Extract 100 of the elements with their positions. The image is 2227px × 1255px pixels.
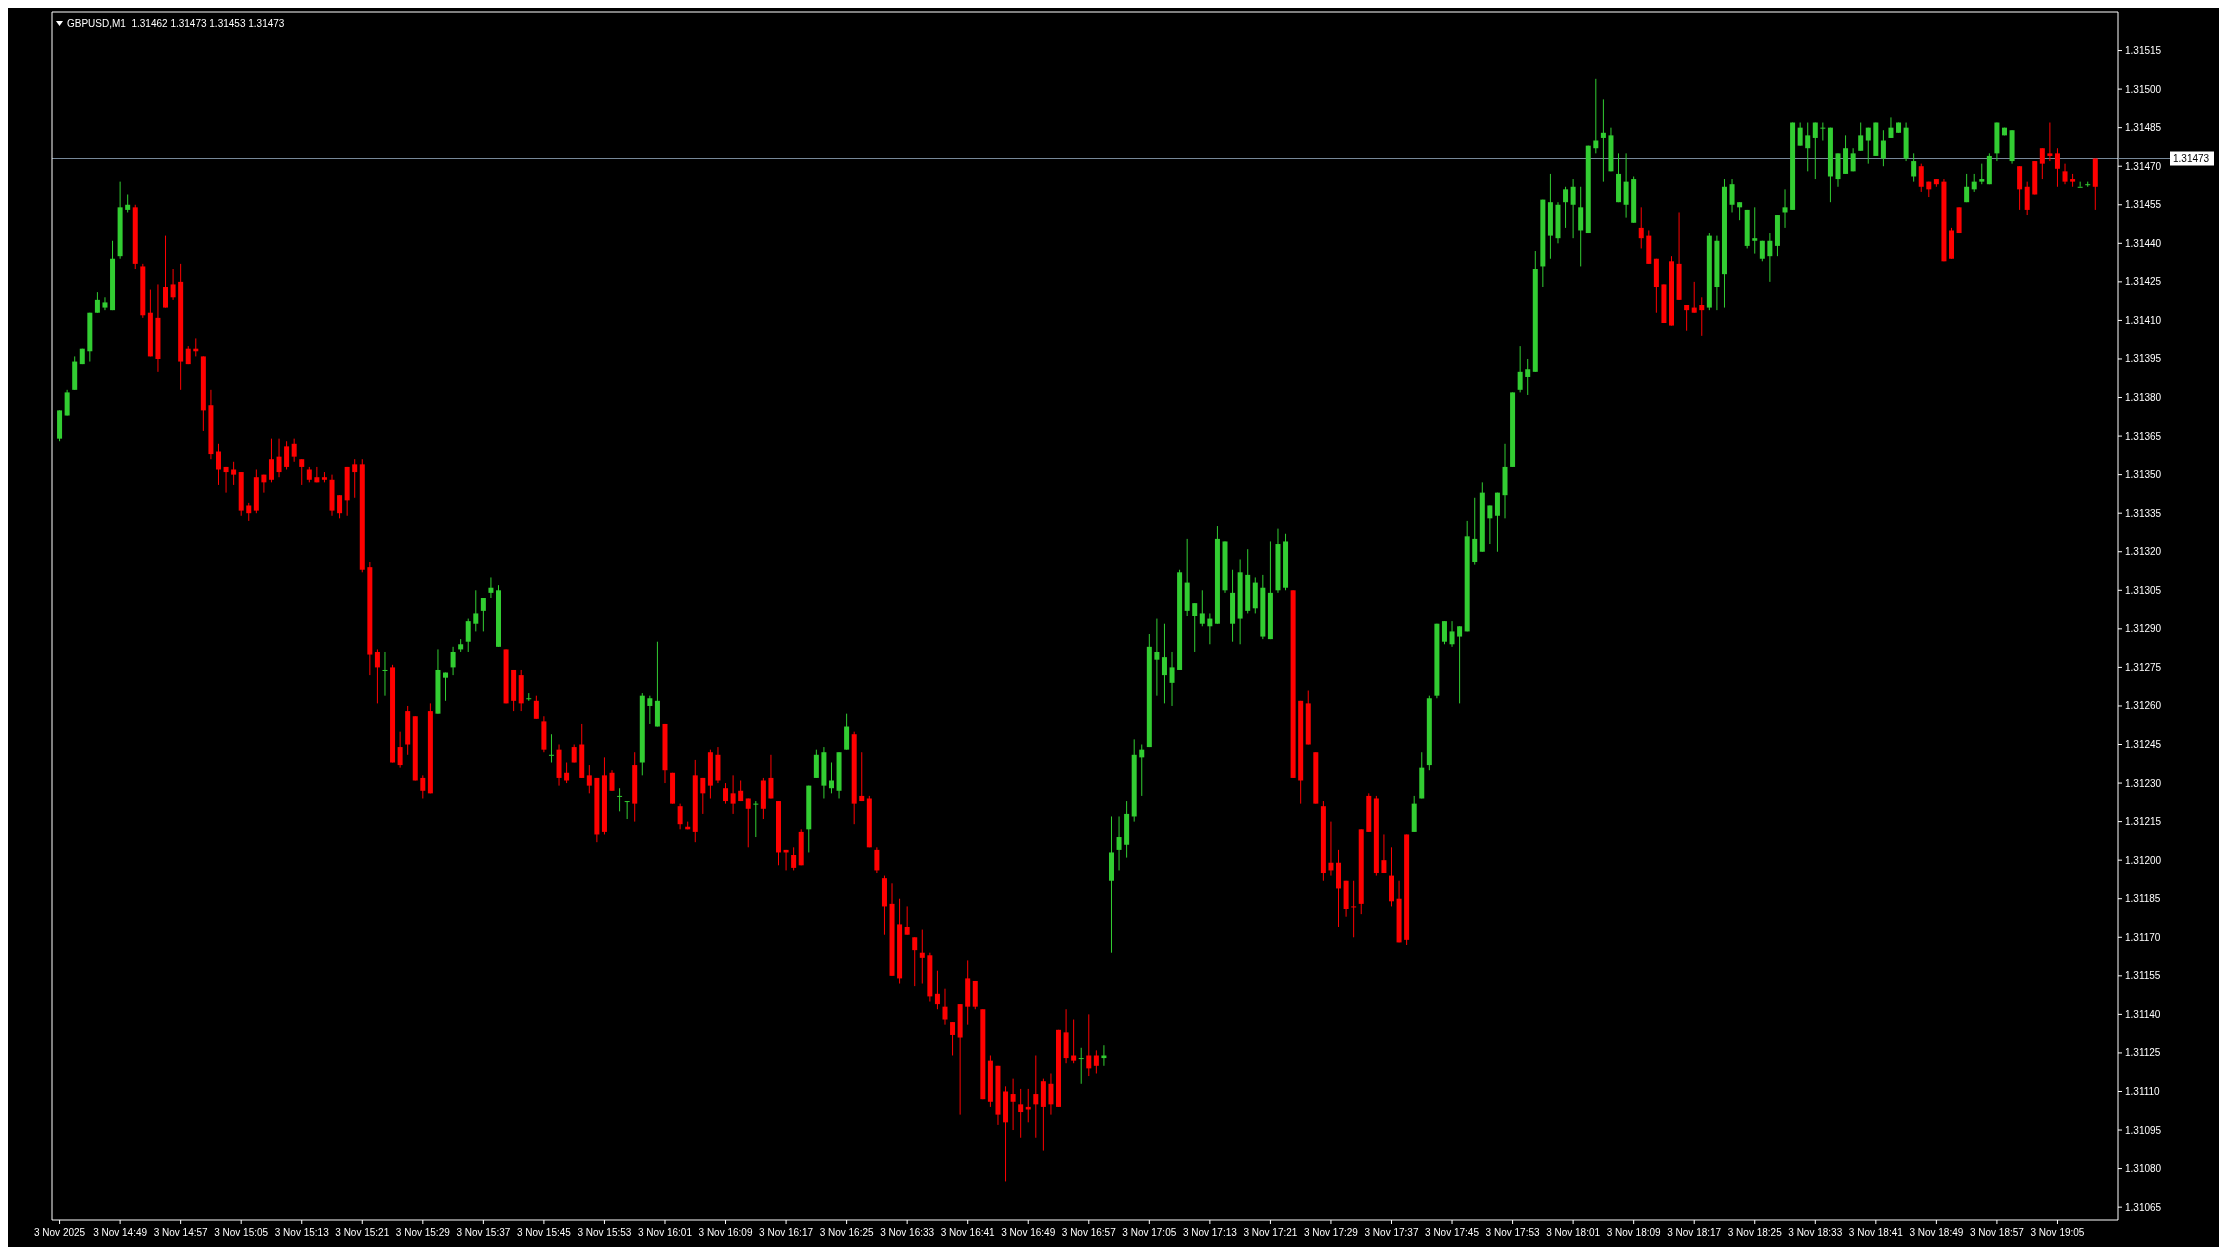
candlestick	[1093, 1049, 1099, 1074]
candlestick	[745, 797, 751, 848]
candlestick	[2047, 122, 2053, 162]
y-tick-label: 1.31470	[2125, 160, 2162, 172]
candlestick	[102, 296, 108, 311]
candlestick	[291, 438, 297, 463]
x-tick-label: 3 Nov 17:45	[1425, 1227, 1480, 1238]
y-tick-label: 1.31500	[2125, 83, 2162, 95]
candlestick	[1449, 620, 1455, 648]
candlestick	[231, 461, 237, 486]
x-tick-label: 3 Nov 17:21	[1243, 1227, 1298, 1238]
candlestick	[488, 576, 494, 599]
y-tick-label: 1.31185	[2125, 893, 2161, 905]
y-tick-label: 1.31290	[2125, 623, 2162, 635]
x-tick-label: 3 Nov 15:37	[456, 1227, 511, 1238]
candlestick	[1457, 625, 1463, 704]
x-tick-label: 3 Nov 17:13	[1182, 1227, 1238, 1238]
candlestick	[397, 731, 403, 769]
y-tick-label: 1.31395	[2125, 353, 2162, 365]
y-tick-label: 1.31095	[2125, 1124, 2162, 1136]
candlestick	[1820, 122, 1826, 142]
candlestick	[1010, 1078, 1016, 1131]
ref-line-label: 1.31473	[2173, 153, 2210, 164]
candlestick	[1328, 821, 1334, 877]
x-tick-label: 3 Nov 17:05	[1122, 1227, 1177, 1238]
candlestick	[586, 764, 592, 794]
y-tick-label: 1.31485	[2125, 122, 2162, 134]
y-tick-label: 1.31410	[2125, 314, 2162, 326]
x-tick-label: 3 Nov 17:53	[1485, 1227, 1540, 1238]
candlestick	[215, 443, 221, 486]
candlestick	[1729, 178, 1735, 213]
candlestick	[314, 466, 320, 483]
y-tick-label: 1.31380	[2125, 392, 2162, 404]
candlestick	[934, 970, 940, 1010]
candlestick	[723, 782, 729, 805]
text: GBPUSD,M1 1.31462 1.31473 1.31453 1.31473	[67, 18, 285, 29]
y-tick-label: 1.31320	[2125, 546, 2162, 558]
candlestick	[2017, 165, 2023, 211]
y-tick-label: 1.31245	[2125, 739, 2162, 751]
candlestick	[1979, 163, 1985, 185]
x-tick-label: 3 Nov 14:57	[153, 1227, 209, 1238]
candlestick	[64, 389, 70, 417]
candlestick	[1964, 173, 1970, 203]
candlestick	[1888, 116, 1894, 139]
candlestick	[443, 672, 449, 702]
candlestick	[1169, 651, 1175, 707]
candlestick	[912, 936, 918, 987]
candlestick	[1487, 504, 1493, 545]
x-tick-label: 3 Nov 16:33	[880, 1227, 935, 1238]
x-tick-label: 3 Nov 16:25	[819, 1227, 875, 1238]
candlestick	[919, 929, 925, 985]
candlestick	[1805, 122, 1811, 172]
candlestick	[2024, 181, 2030, 216]
y-tick-label: 1.31455	[2125, 199, 2162, 211]
candlestick	[813, 749, 819, 779]
x-tick-label: 3 Nov 15:05	[214, 1227, 269, 1238]
candlestick	[374, 648, 380, 704]
candlestick	[1525, 358, 1531, 396]
candlestick	[1752, 206, 1758, 255]
y-tick-label: 1.31515	[2125, 45, 2162, 57]
candlestick	[1192, 602, 1198, 653]
y-tick-label: 1.31230	[2125, 777, 2162, 789]
x-tick-label: 3 Nov 18:57	[1969, 1227, 2025, 1238]
y-tick-label: 1.31350	[2125, 469, 2162, 481]
candlestick	[223, 466, 229, 494]
candlestick	[1494, 492, 1500, 553]
candlestick	[1918, 163, 1924, 193]
candlestick	[1207, 612, 1213, 645]
y-tick-label: 1.31140	[2125, 1008, 2161, 1020]
candlestick	[533, 695, 539, 720]
candlestick	[677, 803, 683, 830]
candlestick	[859, 751, 865, 802]
x-tick-label: 3 Nov 15:29	[395, 1227, 451, 1238]
candlestick	[1865, 127, 1871, 165]
candlestick	[170, 268, 176, 301]
candlestick	[617, 787, 623, 812]
y-tick-label: 1.31110	[2125, 1085, 2161, 1097]
candlestick	[874, 846, 880, 874]
candlestick	[1600, 98, 1606, 183]
y-tick-label: 1.31065	[2125, 1201, 2162, 1213]
y-tick-label: 1.31125	[2125, 1047, 2161, 1059]
x-tick-label: 3 Nov 18:25	[1727, 1227, 1783, 1238]
candlestick	[2039, 147, 2045, 180]
candlestick	[382, 651, 388, 697]
candlestick	[1684, 304, 1690, 332]
candlestick	[1797, 122, 1803, 147]
x-tick-label: 3 Nov 14:49	[93, 1227, 148, 1238]
x-tick-label: 3 Nov 18:17	[1667, 1227, 1722, 1238]
candlestick	[1033, 1055, 1039, 1139]
x-tick-label: 3 Nov 16:09	[698, 1227, 753, 1238]
x-tick-label: 3 Nov 16:57	[1061, 1227, 1117, 1238]
candlestick	[828, 762, 834, 794]
x-tick-label: 3 Nov 2025	[33, 1227, 86, 1238]
candlestick	[1078, 1047, 1084, 1085]
candlestick	[450, 646, 456, 676]
y-tick-label: 1.31200	[2125, 854, 2162, 866]
candlestick	[700, 777, 706, 815]
x-tick-label: 3 Nov 17:29	[1303, 1227, 1359, 1238]
candlestick	[791, 846, 797, 871]
candlestick	[647, 695, 653, 725]
